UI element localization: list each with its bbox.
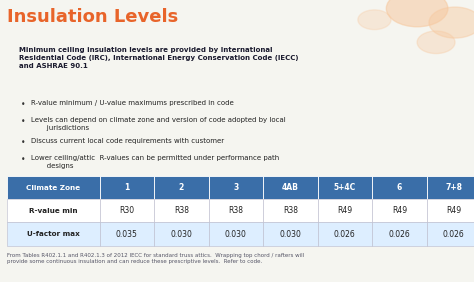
- Text: 7+8: 7+8: [446, 183, 462, 192]
- Bar: [372, 176, 427, 199]
- Text: Lower ceiling/attic  R-values can be permitted under performance path
       des: Lower ceiling/attic R-values can be perm…: [31, 155, 279, 169]
- Text: 6: 6: [397, 183, 402, 192]
- Text: 3: 3: [233, 183, 238, 192]
- Bar: [209, 199, 263, 222]
- Text: R49: R49: [447, 206, 461, 215]
- Text: •: •: [21, 117, 26, 126]
- Text: R38: R38: [228, 206, 243, 215]
- Bar: [100, 199, 154, 222]
- Text: 1: 1: [124, 183, 129, 192]
- Text: U-factor max: U-factor max: [27, 231, 80, 237]
- Text: •: •: [21, 155, 26, 164]
- Text: 0.030: 0.030: [279, 230, 301, 239]
- Bar: [100, 222, 154, 246]
- Bar: [427, 222, 474, 246]
- Text: R-value minimum / U-value maximums prescribed in code: R-value minimum / U-value maximums presc…: [31, 100, 234, 106]
- Text: 5+4C: 5+4C: [334, 183, 356, 192]
- Text: R49: R49: [392, 206, 407, 215]
- Circle shape: [358, 10, 391, 30]
- Bar: [154, 199, 209, 222]
- Bar: [372, 199, 427, 222]
- Text: 0.026: 0.026: [389, 230, 410, 239]
- Text: •: •: [21, 138, 26, 147]
- Text: 0.026: 0.026: [334, 230, 356, 239]
- Bar: [7, 199, 100, 222]
- Text: •: •: [21, 100, 26, 109]
- Bar: [263, 176, 318, 199]
- Bar: [372, 222, 427, 246]
- Text: 0.030: 0.030: [225, 230, 247, 239]
- Text: R30: R30: [119, 206, 134, 215]
- Circle shape: [417, 31, 455, 54]
- Bar: [7, 176, 100, 199]
- Bar: [263, 222, 318, 246]
- Text: 0.030: 0.030: [170, 230, 192, 239]
- Bar: [318, 222, 372, 246]
- Circle shape: [429, 7, 474, 38]
- Text: 0.035: 0.035: [116, 230, 138, 239]
- Bar: [209, 176, 263, 199]
- Bar: [318, 199, 372, 222]
- Text: 2: 2: [179, 183, 184, 192]
- Bar: [427, 199, 474, 222]
- Text: 0.026: 0.026: [443, 230, 465, 239]
- Text: R38: R38: [283, 206, 298, 215]
- Text: Climate Zone: Climate Zone: [26, 185, 81, 191]
- Bar: [100, 176, 154, 199]
- Text: R49: R49: [337, 206, 352, 215]
- Text: R38: R38: [174, 206, 189, 215]
- Text: Discuss current local code requirements with customer: Discuss current local code requirements …: [31, 138, 224, 144]
- Bar: [7, 222, 100, 246]
- Bar: [263, 199, 318, 222]
- Text: From Tables R402.1.1 and R402.1.3 of 2012 IECC for standard truss attics.  Wrapp: From Tables R402.1.1 and R402.1.3 of 201…: [7, 253, 304, 264]
- Circle shape: [386, 0, 448, 27]
- Bar: [154, 222, 209, 246]
- Text: Minimum ceiling insulation levels are provided by International
Residential Code: Minimum ceiling insulation levels are pr…: [19, 47, 299, 69]
- Text: 4AB: 4AB: [282, 183, 299, 192]
- Bar: [318, 176, 372, 199]
- Text: R-value min: R-value min: [29, 208, 78, 214]
- Bar: [209, 222, 263, 246]
- Bar: [427, 176, 474, 199]
- Text: Levels can depend on climate zone and version of code adopted by local
       ju: Levels can depend on climate zone and ve…: [31, 117, 285, 131]
- Bar: [154, 176, 209, 199]
- Text: Insulation Levels: Insulation Levels: [7, 8, 178, 27]
